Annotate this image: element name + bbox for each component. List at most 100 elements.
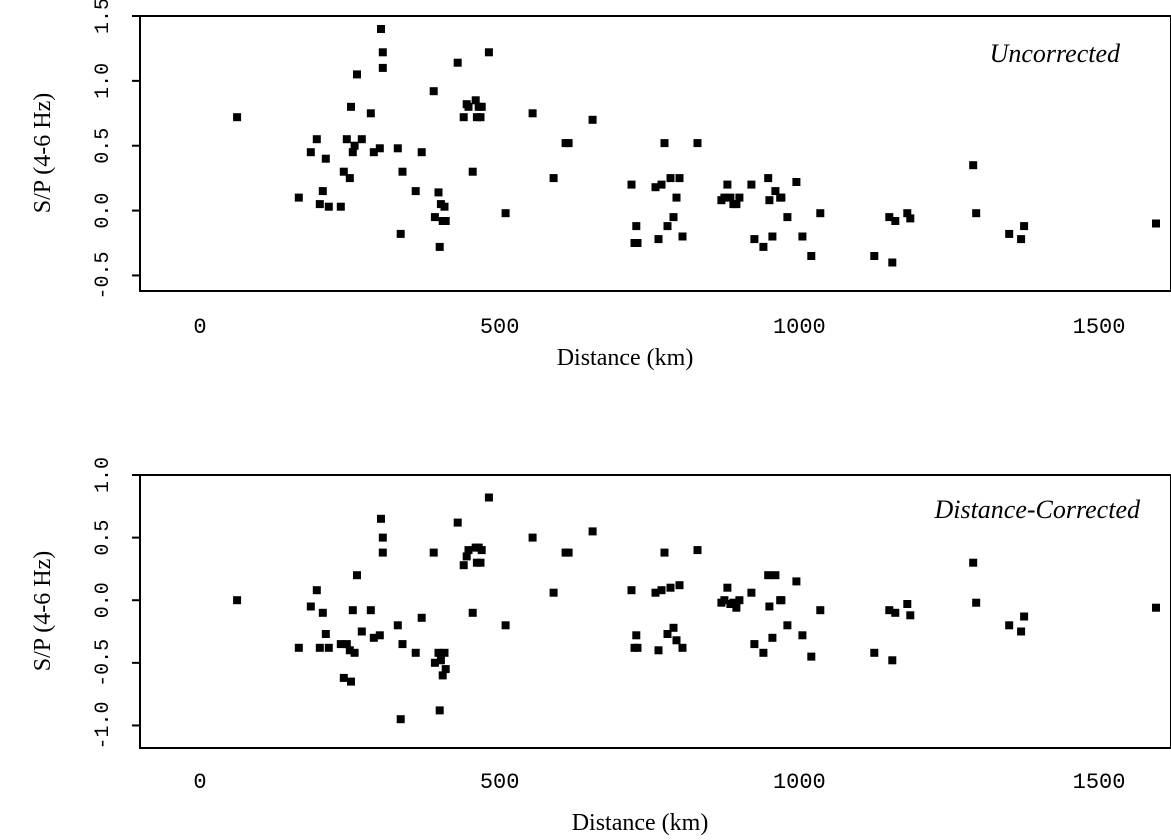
data-point — [1017, 235, 1026, 244]
data-point — [429, 87, 438, 96]
data-point — [549, 588, 558, 597]
data-point — [768, 633, 777, 642]
data-point — [666, 583, 675, 592]
data-point — [633, 643, 642, 652]
data-point — [726, 193, 735, 202]
data-point — [441, 217, 450, 225]
y-axis-label: S/P (4-6 Hz) — [30, 93, 56, 213]
data-point — [369, 633, 378, 642]
plot-frame — [139, 15, 1171, 292]
data-point — [627, 180, 636, 189]
data-point — [233, 113, 242, 122]
data-point — [663, 630, 672, 638]
data-point — [792, 178, 801, 186]
x-tick-labels: 0 500 1000 1500 — [193, 770, 1125, 795]
x-axis-label: Distance (km) — [572, 810, 709, 836]
data-point — [807, 252, 816, 260]
data-point — [564, 548, 573, 557]
data-point — [765, 196, 774, 205]
data-point — [1005, 621, 1014, 630]
data-point — [312, 586, 321, 595]
data-point — [375, 631, 384, 640]
y-tick-label: 0.0 — [92, 193, 115, 229]
data-point — [471, 96, 480, 105]
data-point — [440, 202, 449, 211]
data-point — [501, 621, 510, 630]
data-point — [411, 648, 420, 657]
data-point — [732, 200, 741, 209]
data-point — [347, 102, 355, 111]
data-point — [870, 648, 879, 657]
data-point — [807, 652, 816, 661]
data-point — [675, 581, 684, 590]
data-point — [1152, 219, 1160, 228]
y-tick-label: 0.0 — [92, 582, 115, 618]
data-point — [675, 174, 684, 183]
data-point — [783, 213, 792, 222]
data-point — [759, 648, 768, 657]
data-point — [315, 643, 324, 652]
data-point — [345, 174, 354, 183]
data-point — [564, 139, 573, 148]
data-point — [315, 200, 324, 209]
data-point — [777, 596, 786, 605]
data-point — [969, 161, 978, 170]
data-point — [729, 598, 738, 607]
x-tick-label: 1000 — [773, 770, 826, 795]
data-point — [750, 235, 759, 244]
y-axis-label: S/P (4-6 Hz) — [30, 551, 56, 671]
x-tick-label: 1000 — [773, 315, 826, 340]
data-point — [318, 187, 327, 196]
data-point — [678, 232, 687, 241]
data-point — [660, 548, 669, 557]
x-tick-label: 500 — [480, 770, 520, 795]
data-point — [783, 621, 792, 630]
data-point — [768, 232, 777, 241]
data-point — [771, 187, 780, 196]
y-tick-label: 0.5 — [92, 128, 115, 164]
data-point — [723, 180, 732, 189]
data-point — [588, 115, 597, 124]
y-tick-label: -0.5 — [92, 639, 115, 687]
data-point — [720, 596, 729, 605]
y-tick-label: 1.0 — [92, 457, 115, 493]
data-point — [669, 623, 678, 632]
data-point — [459, 561, 468, 570]
data-points — [233, 25, 1160, 267]
data-point — [435, 242, 444, 251]
x-tick-label: 1500 — [1073, 315, 1126, 340]
data-point — [324, 202, 333, 211]
plot-frame — [139, 474, 1171, 749]
data-point — [336, 202, 345, 211]
data-point — [357, 627, 366, 636]
data-point — [651, 588, 660, 597]
y-tick-label: -1.0 — [92, 701, 115, 749]
data-point — [720, 193, 729, 202]
data-point — [885, 213, 894, 222]
data-point — [723, 583, 732, 592]
data-point — [666, 174, 675, 183]
data-point — [436, 656, 445, 665]
data-point — [972, 598, 981, 607]
data-point — [651, 183, 660, 192]
data-points — [233, 493, 1160, 724]
data-point — [1017, 627, 1026, 636]
data-point — [972, 209, 981, 218]
data-point — [798, 232, 807, 241]
data-point — [468, 608, 477, 617]
data-point — [747, 180, 756, 189]
data-point — [654, 235, 663, 244]
data-point — [657, 180, 666, 189]
data-point — [453, 518, 462, 527]
data-point — [588, 527, 597, 536]
data-point — [549, 174, 558, 183]
data-point — [393, 144, 402, 153]
panel-annotation: Uncorrected — [990, 39, 1121, 68]
y-tick-label: 1.5 — [92, 0, 115, 34]
data-point — [1020, 222, 1029, 231]
data-point — [464, 102, 473, 111]
data-point — [339, 167, 348, 176]
y-tick-label: -0.5 — [92, 251, 115, 299]
y-tick-labels: -1.0 -0.5 0.0 0.5 1.0 — [92, 457, 140, 749]
